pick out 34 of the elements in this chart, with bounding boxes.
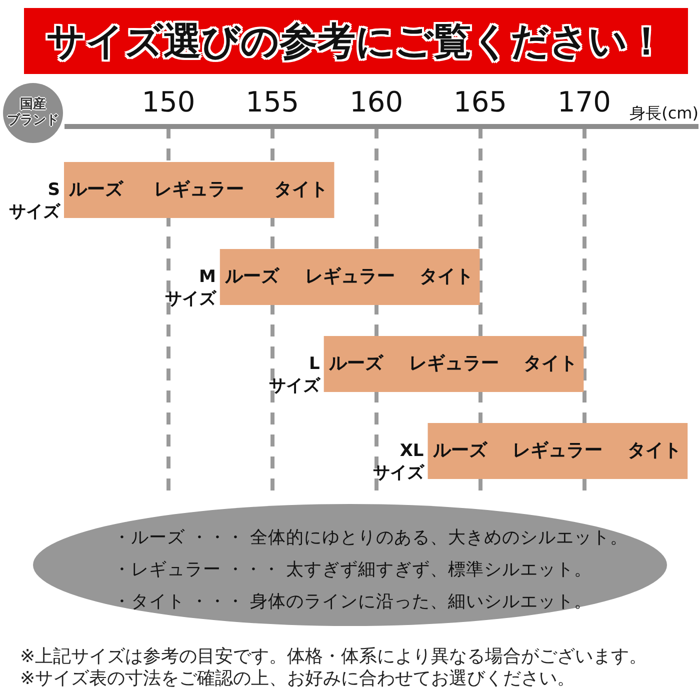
bar [428,422,688,480]
y-tick-label: M サイズ [164,266,217,309]
annotation: タイト [420,266,474,287]
annotation: レギュラー [512,440,603,461]
annotation: ルーズ [68,178,124,200]
x-axis-title: 身長(cm) [630,104,698,122]
chart-title: サイズ選びの参考にご覧ください！ [46,18,666,64]
y-axis-title: 国産ブランド [7,97,59,128]
annotation: ルーズ [328,352,384,374]
annotation: レギュラー [304,266,395,287]
text: ・タイト ・・・ 身体のラインに沿った、細いシルエット。 [113,591,594,614]
y-tick-label: L サイズ [268,354,321,396]
banner: サイズ選びの参考にご覧ください！ [24,8,688,74]
x-tick-label: 160 [350,86,404,118]
annotation: レギュラー [408,352,499,374]
bar [324,336,584,392]
annotation: タイト [524,352,578,374]
annotation: タイト [274,178,328,200]
x-tick-label: 170 [557,86,611,118]
bar [220,248,480,305]
x-tick-label: 165 [454,86,507,118]
annotation: タイト [628,440,682,461]
bar [64,162,334,218]
text: ※サイズ表の寸法をご確認の上、お好みに合わせてお選びください。 [20,668,576,690]
y-tick-label: S サイズ [9,180,61,222]
y-tick-label: XL サイズ [372,441,425,483]
text: ・レギュラー ・・・ 太すぎず細すぎず、標準シルエット。 [113,559,594,582]
text: ※上記サイズは参考の目安です。体格・体系により異なる場合がございます。 [20,646,648,668]
annotation: ルーズ [432,440,488,461]
annotation: レギュラー [154,178,244,200]
x-tick-label: 150 [142,86,196,118]
x-tick-label: 155 [246,86,300,118]
annotation: ルーズ [224,266,280,287]
text: ・ルーズ ・・・ 全体的にゆとりのある、大きめのシルエット。 [113,527,628,550]
